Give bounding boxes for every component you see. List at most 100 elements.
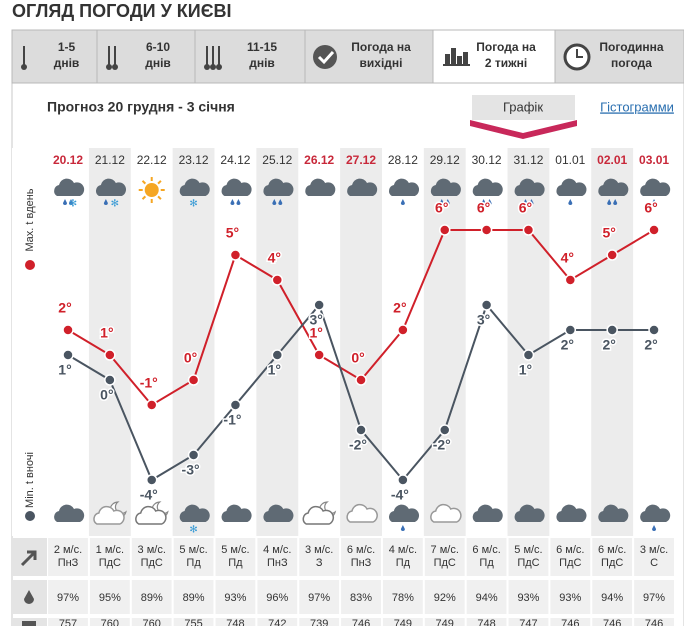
weather-icon xyxy=(263,504,294,522)
table-cell xyxy=(508,580,549,614)
temperature-point xyxy=(271,349,284,361)
temperature-label: 2° xyxy=(644,337,657,353)
wind-direction: ПдС xyxy=(99,557,121,569)
table-cell xyxy=(382,580,423,614)
tab[interactable] xyxy=(11,29,98,84)
humidity: 97% xyxy=(308,592,330,604)
tab-icon xyxy=(463,52,468,64)
temperature-label: 2° xyxy=(602,337,615,353)
humidity: 93% xyxy=(224,592,246,604)
wind-direction: ПнЗ xyxy=(267,557,288,569)
wind-direction: ПдС xyxy=(559,557,581,569)
temperature-label: 4° xyxy=(268,250,281,266)
temperature-label: -3° xyxy=(182,462,200,478)
temperature-point xyxy=(104,349,116,361)
wind-speed: 2 м/с. xyxy=(54,544,82,556)
tab-icon xyxy=(576,49,583,58)
humidity: 97% xyxy=(57,592,79,604)
tab-label[interactable]: Погода на xyxy=(351,40,411,54)
table-cell xyxy=(550,618,591,626)
weather-icon xyxy=(221,504,252,522)
temperature-point xyxy=(648,324,660,336)
legend-marker xyxy=(25,511,35,521)
weather-icon: ✻ xyxy=(111,199,119,210)
tab-label[interactable]: днів xyxy=(145,56,171,70)
pressure: 746 xyxy=(603,618,621,626)
temperature-point xyxy=(187,374,200,386)
toggle-active[interactable] xyxy=(472,95,575,120)
row-icon xyxy=(20,550,37,567)
humidity: 93% xyxy=(559,592,581,604)
table-cell xyxy=(48,618,88,626)
weather-icon xyxy=(523,199,528,205)
temperature-point xyxy=(62,324,74,336)
tab-label[interactable]: погода xyxy=(611,56,652,70)
temperature-point xyxy=(313,299,325,311)
humidity: 94% xyxy=(601,592,623,604)
toggle-chart[interactable]: Графік xyxy=(503,99,543,114)
temperature-point xyxy=(438,224,451,236)
table-cell xyxy=(257,538,298,576)
humidity: 92% xyxy=(434,592,456,604)
temperature-point xyxy=(145,474,158,486)
tab-label[interactable]: 1-5 xyxy=(58,40,76,54)
temperature-label: 6° xyxy=(477,200,490,216)
tab-label[interactable]: днів xyxy=(249,56,275,70)
tab-label[interactable]: 11-15 xyxy=(247,40,277,54)
column-stripe xyxy=(172,148,215,536)
weather-icon: ✻ xyxy=(189,525,197,536)
date-label: 23.12 xyxy=(179,153,209,167)
tab-label[interactable]: днів xyxy=(54,56,80,70)
temperature-point xyxy=(606,324,618,336)
forecast-title: Прогноз 20 грудня - 3 січня xyxy=(47,99,235,115)
weather-icon xyxy=(135,505,167,525)
weather-icon xyxy=(472,504,503,522)
table-cell xyxy=(89,538,130,576)
tab-label[interactable]: 6-10 xyxy=(146,40,170,54)
temperature-label: -4° xyxy=(391,487,409,503)
date-label: 27.12 xyxy=(346,153,376,167)
column-stripe xyxy=(423,148,466,536)
tab-label[interactable]: Погода на xyxy=(476,40,536,54)
humidity: 95% xyxy=(99,592,121,604)
tab-icon xyxy=(313,45,337,69)
left-strip xyxy=(12,148,47,536)
tab-label[interactable]: Погодинна xyxy=(599,40,663,54)
temperature-point xyxy=(355,424,367,436)
humidity: 78% xyxy=(392,592,414,604)
table-cell xyxy=(173,618,214,626)
tab-label[interactable]: 2 тижні xyxy=(485,56,527,70)
weather-icon xyxy=(514,178,545,196)
wind-direction: ПнЗ xyxy=(351,557,372,569)
date-label: 22.12 xyxy=(137,153,167,167)
weather-icon xyxy=(556,504,587,522)
pressure: 748 xyxy=(226,618,244,626)
toggle-histogram[interactable]: Гістограмми xyxy=(600,99,674,114)
date-label: 03.01 xyxy=(639,153,669,167)
wind-speed: 7 м/с. xyxy=(431,544,459,556)
weather-icon: ✻ xyxy=(189,199,197,210)
temperature-label: 3° xyxy=(309,312,322,328)
tab-label[interactable]: вихідні xyxy=(360,56,403,70)
table-cell xyxy=(634,538,674,576)
temperature-point xyxy=(564,274,577,286)
column-stripe xyxy=(507,148,550,536)
pressure: 757 xyxy=(59,618,77,626)
legend-marker xyxy=(25,260,35,270)
wind-direction: З xyxy=(316,557,323,569)
tab-icon xyxy=(457,56,462,64)
date-label: 20.12 xyxy=(53,153,83,167)
tab[interactable] xyxy=(96,29,196,84)
table-cell xyxy=(592,580,633,614)
weather-icon xyxy=(54,178,85,196)
temperature-point xyxy=(229,249,242,261)
weather-icon xyxy=(54,504,85,522)
weather-icon xyxy=(157,195,162,200)
weather-icon xyxy=(157,180,162,185)
weather-icon xyxy=(445,199,450,205)
temperature-label: 1° xyxy=(58,362,71,378)
pressure: 760 xyxy=(101,618,119,626)
temperature-label: 6° xyxy=(519,200,532,216)
temperature-label: 0° xyxy=(100,387,113,403)
pressure: 746 xyxy=(645,618,663,626)
